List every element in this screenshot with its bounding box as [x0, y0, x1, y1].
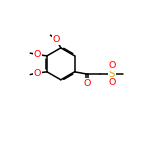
Text: O: O [34, 50, 41, 59]
Text: O: O [108, 78, 116, 87]
Text: O: O [83, 79, 91, 88]
Text: O: O [108, 61, 116, 70]
Text: O: O [34, 69, 41, 78]
Text: S: S [109, 69, 115, 79]
Text: O: O [53, 35, 60, 45]
